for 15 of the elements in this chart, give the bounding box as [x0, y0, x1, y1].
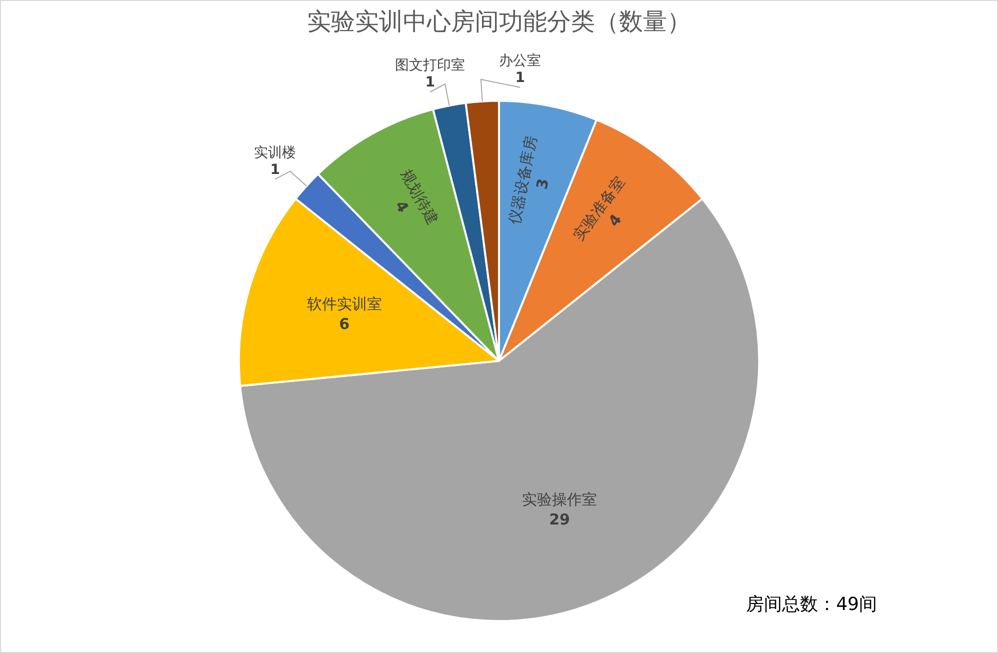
- data-label: 3: [532, 177, 552, 191]
- slice-label: 实验操作室: [522, 490, 598, 508]
- slice-label: 实训楼: [254, 144, 296, 161]
- chart-title: 实验实训中心房间功能分类（数量）: [307, 8, 691, 36]
- slice-label: 办公室: [499, 53, 542, 70]
- data-label: 4: [392, 198, 412, 216]
- data-label: 1: [515, 70, 525, 86]
- data-label: 6: [339, 314, 350, 333]
- data-label: 4: [604, 210, 626, 230]
- text: 房间总数：49间: [746, 593, 877, 616]
- data-label: 29: [549, 510, 570, 528]
- slice-label: 图文打印室: [395, 58, 466, 74]
- slice-label: 软件实训室: [306, 294, 382, 313]
- data-label: 1: [270, 162, 280, 178]
- data-label: 1: [425, 74, 435, 91]
